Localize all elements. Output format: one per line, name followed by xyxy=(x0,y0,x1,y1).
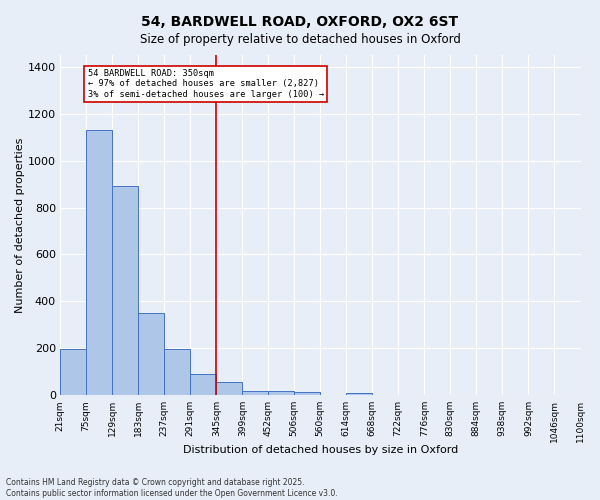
Bar xyxy=(164,349,190,395)
Bar xyxy=(112,186,138,395)
Bar xyxy=(217,382,242,395)
Bar xyxy=(294,392,320,395)
Text: 54, BARDWELL ROAD, OXFORD, OX2 6ST: 54, BARDWELL ROAD, OXFORD, OX2 6ST xyxy=(142,15,458,29)
Bar xyxy=(60,349,86,395)
X-axis label: Distribution of detached houses by size in Oxford: Distribution of detached houses by size … xyxy=(182,445,458,455)
Bar xyxy=(346,393,372,395)
Text: Size of property relative to detached houses in Oxford: Size of property relative to detached ho… xyxy=(140,32,460,46)
Text: Contains HM Land Registry data © Crown copyright and database right 2025.
Contai: Contains HM Land Registry data © Crown c… xyxy=(6,478,338,498)
Y-axis label: Number of detached properties: Number of detached properties xyxy=(15,138,25,313)
Bar xyxy=(190,374,217,395)
Text: 54 BARDWELL ROAD: 350sqm
← 97% of detached houses are smaller (2,827)
3% of semi: 54 BARDWELL ROAD: 350sqm ← 97% of detach… xyxy=(88,69,324,99)
Bar xyxy=(86,130,112,395)
Bar xyxy=(138,313,164,395)
Bar xyxy=(242,390,268,395)
Bar xyxy=(268,391,294,395)
